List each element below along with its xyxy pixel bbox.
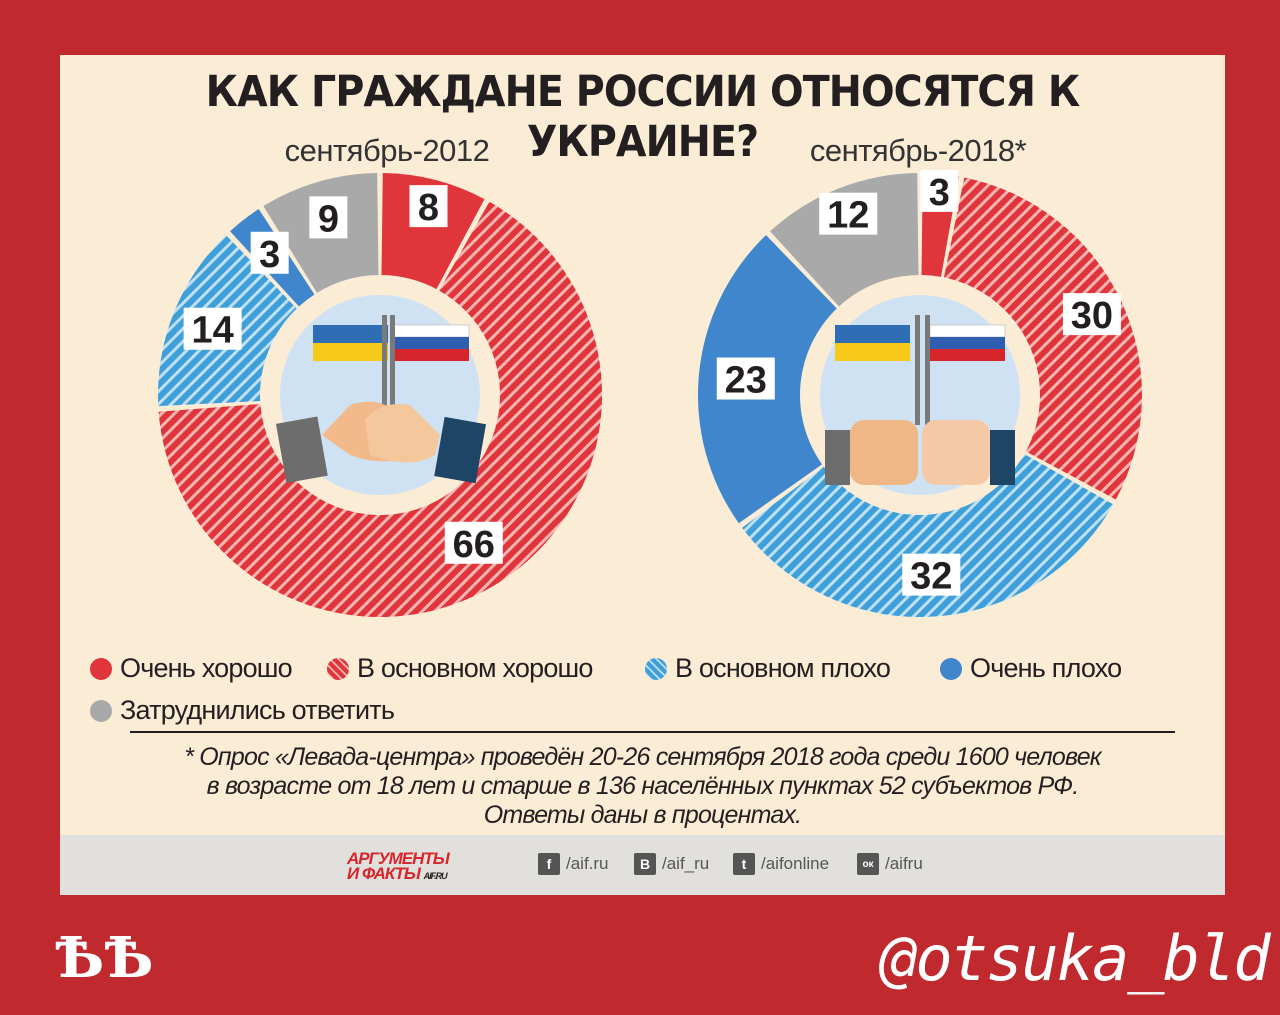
watermark-handle: @otsuka_bld: [880, 922, 1271, 995]
donut-2012-label-mostly-good: 66: [444, 521, 503, 566]
svg-text:12: 12: [827, 195, 869, 237]
donut-2018-label-very-good: 3: [920, 169, 959, 214]
donut-2012-slice-mostly-good: [158, 201, 602, 617]
donut-2018-label-very-bad: 23: [716, 357, 775, 402]
odnoklassniki-link[interactable]: ок/aifru: [857, 853, 923, 875]
vk-icon: В: [634, 853, 656, 875]
svg-text:14: 14: [191, 310, 233, 352]
svg-text:9: 9: [318, 198, 339, 240]
blue-hatched-dot-icon: [645, 657, 667, 680]
infographic-card: КАК ГРАЖДАНЕ РОССИИ ОТНОСЯТСЯ К УКРАИНЕ?…: [60, 55, 1225, 895]
footer-bar: АРГУМЕНТЫ И ФАКТЫ AIF.RU f/aif.ru В/aif_…: [60, 835, 1225, 895]
donut-2012-label-very-good: 8: [409, 185, 448, 229]
svg-text:32: 32: [910, 556, 952, 598]
donut-2012-label-undecided: 9: [309, 196, 348, 240]
donut-2012-label-very-bad: 3: [250, 231, 289, 276]
twitter-icon: t: [733, 853, 755, 875]
legend-item-very-bad: Очень плохо: [940, 653, 1122, 684]
donut-2018-label-mostly-bad: 32: [902, 553, 961, 598]
watermark-logo: ѢѢ: [55, 925, 154, 991]
donut-2018-slice-mostly-bad: [742, 454, 1114, 618]
legend-item-very-good: Очень хорошо: [90, 653, 293, 684]
footnote: * Опрос «Левада-центра» проведён 20-26 с…: [184, 743, 1101, 829]
donut-2012-label-mostly-bad: 14: [183, 307, 242, 352]
chart-title-2012: сентябрь-2012: [284, 133, 490, 168]
donut-2012-slice-very-good: [381, 173, 485, 290]
donut-2018-label-mostly-good: 30: [1062, 293, 1121, 337]
facebook-icon: f: [538, 853, 560, 875]
svg-text:30: 30: [1071, 295, 1113, 337]
page-title: КАК ГРАЖДАНЕ РОССИИ ОТНОСЯТСЯ К УКРАИНЕ?: [205, 67, 1081, 167]
donut-2018-slice-mostly-good: [943, 177, 1142, 500]
svg-text:3: 3: [259, 234, 280, 276]
legend-item-undecided: Затруднились ответить: [90, 695, 395, 726]
svg-text:3: 3: [929, 172, 950, 214]
red-hatched-dot-icon: [327, 657, 349, 680]
twitter-link[interactable]: t/aifonline: [733, 853, 829, 875]
red-dot-icon: [90, 657, 112, 680]
svg-text:23: 23: [725, 360, 767, 402]
chart-title-2018: сентябрь-2018*: [809, 133, 1027, 168]
svg-text:66: 66: [453, 524, 495, 566]
svg-text:8: 8: [418, 187, 439, 229]
handshake-icon: [275, 295, 487, 495]
legend-item-mostly-good: В основном хорошо: [327, 653, 593, 684]
blue-dot-icon: [940, 657, 962, 680]
divider: [130, 731, 1175, 733]
facebook-link[interactable]: f/aif.ru: [538, 853, 609, 875]
odnoklassniki-icon: ок: [857, 853, 879, 875]
donut-2018-slice-undecided: [770, 173, 919, 307]
gray-dot-icon: [90, 699, 112, 722]
donut-2018-label-undecided: 12: [819, 192, 878, 237]
aif-logo[interactable]: АРГУМЕНТЫ И ФАКТЫ AIF.RU: [347, 849, 450, 883]
legend-item-mostly-bad: В основном плохо: [645, 653, 891, 684]
fists-icon: [820, 295, 1020, 495]
vk-link[interactable]: В/aif_ru: [634, 853, 709, 875]
